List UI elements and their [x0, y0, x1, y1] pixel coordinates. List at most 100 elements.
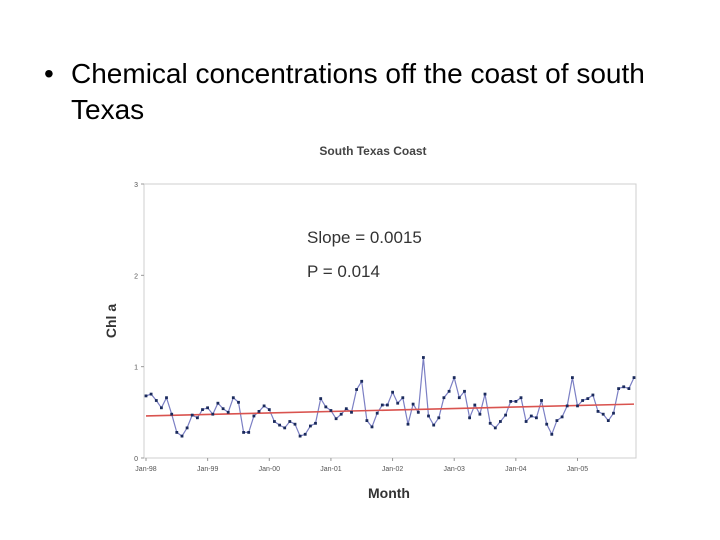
bullet-text: Chemical concentrations off the coast of…: [71, 58, 645, 125]
data-point: [586, 397, 590, 400]
data-point: [519, 396, 523, 400]
data-point: [555, 419, 559, 422]
bullet-dot-icon: •: [44, 58, 54, 89]
x-tick-label: Jan-04: [505, 466, 527, 473]
data-point: [262, 404, 266, 408]
x-axis-label: Month: [368, 485, 410, 501]
y-tick-label: 3: [134, 182, 138, 189]
x-tick-label: Jan-05: [567, 466, 589, 473]
data-point: [365, 419, 369, 422]
data-point: [170, 412, 174, 416]
chlorophyll-chart: South Texas Coast Slope = 0.0015 P = 0.0…: [103, 144, 637, 501]
data-point: [267, 408, 271, 411]
data-point: [473, 403, 477, 407]
y-tick-label: 0: [134, 456, 138, 463]
data-point: [411, 402, 415, 406]
data-point: [617, 387, 620, 390]
data-point: [632, 376, 636, 379]
data-point: [499, 420, 502, 423]
data-point: [488, 421, 492, 425]
data-point: [540, 399, 543, 402]
data-point: [160, 406, 163, 410]
data-point: [303, 432, 307, 436]
data-point: [165, 396, 168, 400]
x-tick-label: Jan-00: [259, 466, 281, 473]
x-tick-label: Jan-02: [382, 466, 404, 473]
data-point: [550, 432, 554, 436]
data-point: [606, 419, 610, 422]
data-point: [468, 416, 471, 420]
data-point: [252, 414, 256, 418]
data-point: [237, 400, 240, 404]
data-point: [196, 416, 199, 420]
data-point: [293, 422, 297, 426]
data-point: [493, 426, 497, 430]
data-point: [226, 410, 230, 414]
data-point: [175, 431, 179, 434]
data-point: [437, 416, 441, 420]
data-point: [396, 401, 400, 405]
data-point: [309, 424, 312, 428]
data-point: [509, 400, 513, 403]
data-point: [329, 409, 333, 412]
data-point: [211, 412, 215, 416]
data-point: [334, 417, 338, 421]
data-point: [514, 400, 518, 403]
data-point: [529, 414, 533, 418]
data-point: [612, 411, 615, 415]
annotation-slope: Slope = 0.0015: [307, 228, 422, 247]
data-point: [355, 388, 358, 391]
data-point: [298, 434, 302, 438]
data-point: [596, 410, 600, 413]
chart-figure: South Texas Coast Slope = 0.0015 P = 0.0…: [92, 130, 652, 520]
y-axis-ticks: 0 1 2 3: [134, 182, 144, 463]
data-point: [375, 411, 379, 415]
data-point: [314, 421, 317, 425]
data-point: [231, 396, 235, 400]
data-point: [622, 385, 626, 389]
data-point: [180, 434, 184, 438]
x-tick-label: Jan-03: [444, 466, 466, 473]
chart-title: South Texas Coast: [319, 144, 426, 158]
data-point: [416, 410, 420, 414]
data-point: [478, 412, 482, 416]
data-point: [591, 393, 595, 397]
data-point: [319, 397, 323, 400]
data-point: [273, 420, 276, 423]
data-point: [457, 396, 461, 400]
data-point: [545, 422, 549, 426]
y-tick-label: 1: [134, 365, 138, 372]
data-point: [324, 405, 328, 409]
data-point: [221, 407, 225, 411]
x-axis-ticks: Jan-98 Jan-99 Jan-00 Jan-01 Jan-02 Jan-03 Jan-…: [135, 458, 588, 473]
data-point: [571, 376, 574, 379]
data-point: [442, 396, 446, 400]
data-point: [601, 412, 605, 416]
data-point: [427, 414, 430, 418]
data-point: [216, 401, 220, 405]
data-point: [154, 399, 158, 402]
x-tick-label: Jan-01: [320, 466, 342, 473]
data-point: [504, 413, 507, 417]
data-point: [190, 413, 194, 417]
data-point: [370, 425, 374, 429]
data-point: [242, 431, 245, 434]
series-layer: [144, 356, 636, 438]
data-point: [432, 423, 436, 427]
data-point: [406, 422, 410, 426]
data-point: [185, 426, 189, 430]
data-point: [391, 390, 394, 394]
x-tick-label: Jan-98: [135, 466, 157, 473]
data-point: [149, 392, 153, 396]
annotation-p-value: P = 0.014: [307, 262, 380, 281]
data-point: [576, 404, 579, 408]
trend-line: [145, 403, 635, 417]
data-point: [560, 415, 564, 419]
data-point: [627, 387, 631, 390]
data-point: [288, 420, 292, 423]
slide-bullet: • Chemical concentrations off the coast …: [44, 56, 694, 128]
plot-area: [143, 183, 637, 459]
y-tick-label: 2: [134, 273, 138, 280]
data-point: [380, 403, 384, 407]
x-tick-label: Jan-99: [197, 466, 219, 473]
